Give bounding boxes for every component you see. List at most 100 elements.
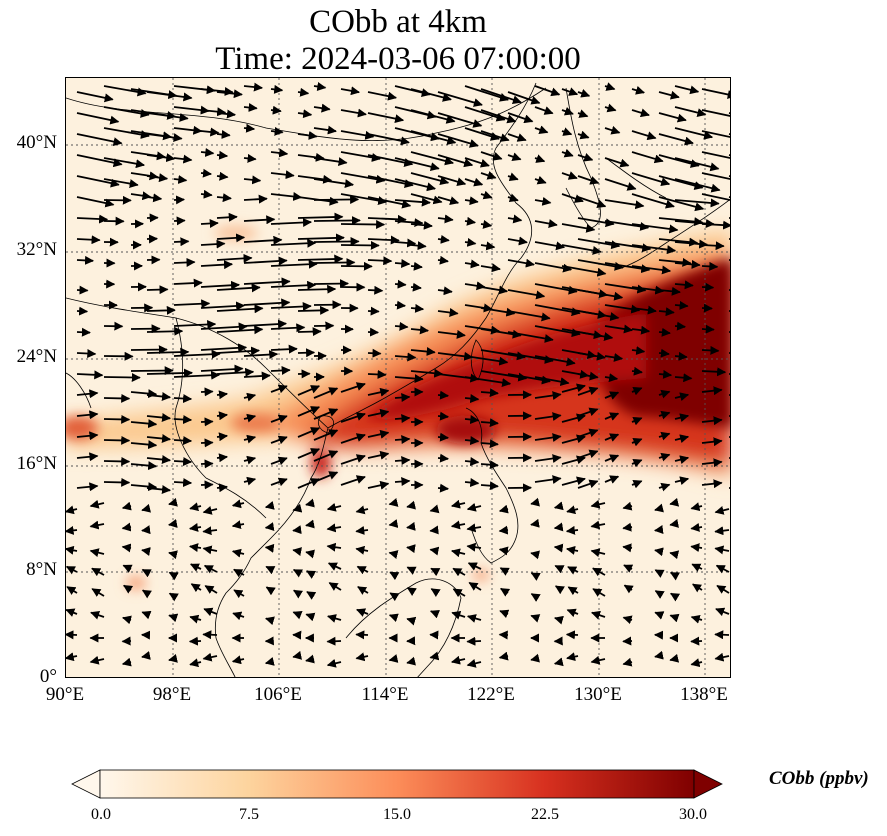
wind-arrow xyxy=(410,193,443,205)
wind-arrow xyxy=(231,655,245,665)
wind-arrow xyxy=(355,652,369,662)
wind-arrow xyxy=(530,653,541,663)
wind-arrow xyxy=(410,220,433,230)
wind-arrow xyxy=(464,259,480,269)
wind-arrow xyxy=(189,502,202,512)
wind-arrow xyxy=(464,196,479,206)
wind-arrow xyxy=(701,324,715,334)
wind-arrow xyxy=(674,300,689,310)
wind-arrow xyxy=(367,235,400,245)
wind-arrow xyxy=(464,415,480,424)
wind-arrow xyxy=(530,572,541,581)
wind-arrow xyxy=(437,196,460,205)
wind-arrow xyxy=(701,172,730,180)
wind-arrow xyxy=(604,82,616,91)
wind-arrow xyxy=(367,429,390,439)
wind-arrow xyxy=(561,87,579,96)
wind-arrow xyxy=(674,85,700,95)
wind-arrow xyxy=(200,168,212,178)
wind-arrow xyxy=(604,241,652,253)
wind-arrow xyxy=(270,280,317,290)
wind-arrow xyxy=(604,433,620,442)
wind-arrow xyxy=(270,384,288,394)
borneo-coastline xyxy=(345,578,462,677)
wind-arrow xyxy=(410,241,427,251)
wind-arrow xyxy=(367,348,382,358)
wind-arrow xyxy=(292,568,303,578)
wind-arrow xyxy=(90,610,105,620)
wind-arrow xyxy=(631,386,643,396)
wind-arrow xyxy=(202,526,218,536)
wind-arrow xyxy=(480,388,499,398)
wind-arrow xyxy=(173,370,221,380)
wind-arrow xyxy=(66,565,78,575)
wind-arrow xyxy=(313,471,339,483)
wind-arrow xyxy=(406,656,417,666)
wind-arrow xyxy=(701,261,719,271)
wind-arrow xyxy=(410,347,436,356)
plume-patch-laos xyxy=(231,413,281,433)
colorbar-label: CObb (ppbv) xyxy=(769,768,869,789)
wind-arrow xyxy=(265,616,275,626)
wind-arrow xyxy=(716,584,730,594)
wind-arrow xyxy=(103,106,150,118)
title-line-2: Time: 2024-03-06 07:00:00 xyxy=(215,41,581,77)
wind-arrow xyxy=(530,614,541,623)
indochina-coastline xyxy=(214,427,329,677)
lon-tick-122: 122°E xyxy=(467,684,515,705)
wind-arrow xyxy=(367,154,414,167)
wind-arrow xyxy=(658,154,700,168)
wind-arrow xyxy=(406,544,416,554)
wind-arrow xyxy=(701,109,730,117)
wind-arrow xyxy=(91,588,105,597)
map-title: CObb at 4km Time: 2024-03-06 07:00:00 xyxy=(0,4,796,78)
wind-arrow xyxy=(701,458,723,468)
wind-arrow xyxy=(534,196,552,206)
wind-arrow xyxy=(326,658,342,668)
wind-arrow xyxy=(189,543,202,553)
wind-arrow xyxy=(437,453,449,463)
wind-arrow xyxy=(394,321,409,331)
wind-arrow xyxy=(355,630,369,640)
wind-arrow xyxy=(464,394,480,403)
wind-arrow xyxy=(658,133,694,146)
wind-arrow xyxy=(590,548,606,558)
wind-arrow xyxy=(590,520,606,530)
wind-arrow xyxy=(534,412,562,421)
wind-arrow xyxy=(200,343,248,353)
lon-tick-114: 114°E xyxy=(361,684,409,705)
wind-arrow xyxy=(577,196,607,209)
wind-arrow xyxy=(480,439,499,449)
wind-arrow xyxy=(367,387,390,397)
wind-arrow xyxy=(146,368,193,378)
wind-arrow xyxy=(173,349,221,359)
wind-arrow xyxy=(480,219,493,229)
wind-arrow xyxy=(534,154,546,163)
wind-arrow xyxy=(243,298,291,308)
wind-arrow xyxy=(168,571,179,581)
wind-arrow xyxy=(326,636,342,646)
wind-arrow xyxy=(297,87,310,97)
wind-arrow xyxy=(243,371,271,381)
wind-arrow xyxy=(410,325,429,335)
wind-arrow xyxy=(200,280,240,290)
wind-arrow xyxy=(561,413,586,423)
wind-arrow xyxy=(200,387,214,397)
wind-arrow xyxy=(200,107,227,117)
wind-arrow xyxy=(76,112,120,125)
wind-arrow xyxy=(121,522,132,532)
wind-arrow xyxy=(561,223,596,233)
wind-arrow xyxy=(658,348,670,358)
wind-arrow xyxy=(243,103,258,112)
wind-arrow xyxy=(340,475,366,486)
wind-arrow xyxy=(577,386,599,396)
wind-arrow xyxy=(216,325,264,335)
wind-arrow xyxy=(146,413,171,422)
wind-arrow xyxy=(498,546,509,556)
wind-arrow xyxy=(103,477,131,487)
wind-arrow xyxy=(233,568,245,578)
wind-arrow xyxy=(305,519,315,529)
wind-arrow xyxy=(437,112,483,128)
wind-arrow xyxy=(410,172,450,186)
wind-arrow xyxy=(305,549,316,559)
